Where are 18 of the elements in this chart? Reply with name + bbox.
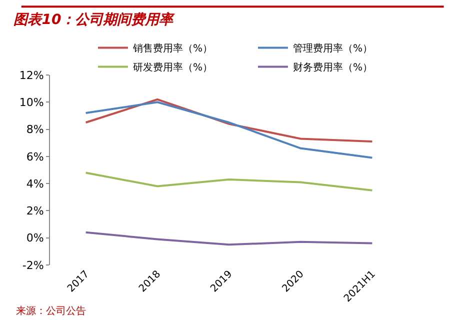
line-series xyxy=(84,101,374,159)
y-tick-label: 4% xyxy=(26,177,44,190)
y-tick-label: 6% xyxy=(26,150,44,164)
y-tick-label: 8% xyxy=(26,123,44,136)
legend-label: 销售费用率（%） xyxy=(132,42,212,55)
legend-label: 研发费用率（%） xyxy=(132,62,212,74)
line-series xyxy=(84,98,374,142)
source-note: 来源：公司公告 xyxy=(16,305,86,317)
y-tick-label: 10% xyxy=(19,96,44,109)
line-series xyxy=(84,172,374,192)
chart-title: 图表10：公司期间费用率 xyxy=(14,11,176,28)
line-series xyxy=(84,231,374,246)
y-tick-label: 2% xyxy=(26,204,44,218)
y-tick-label: -2% xyxy=(22,258,44,272)
legend-label: 管理费用率（%） xyxy=(292,42,372,55)
legend-label: 财务费用率（%） xyxy=(292,62,372,74)
y-tick-label: 0% xyxy=(26,232,44,245)
y-tick-label: 12% xyxy=(19,68,44,82)
